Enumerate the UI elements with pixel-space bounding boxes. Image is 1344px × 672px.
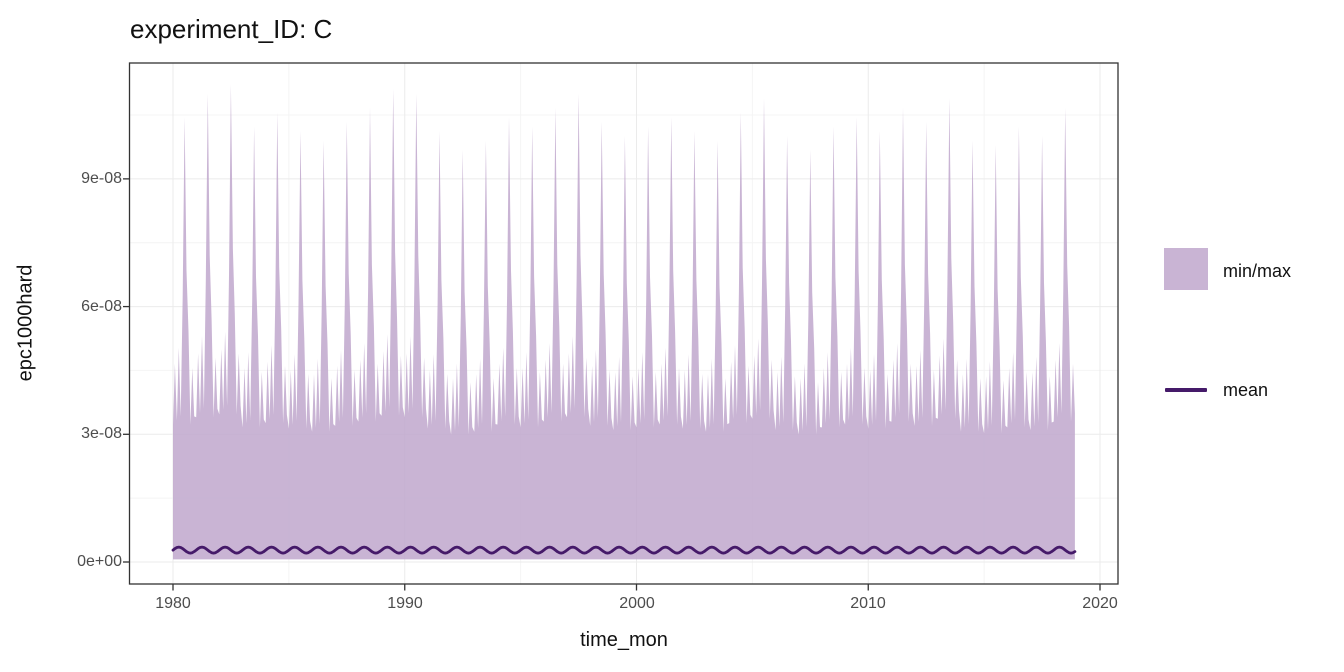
x-tick-label-4: 2020 xyxy=(1082,595,1118,612)
plot-title: experiment_ID: C xyxy=(130,14,333,44)
legend-mean-label: mean xyxy=(1223,380,1269,400)
x-tick-label-3: 2010 xyxy=(850,595,886,612)
y-tick-label-2: 6e-08 xyxy=(81,298,122,315)
x-tick-label-1: 1990 xyxy=(387,595,423,612)
y-tick-label-0: 0e+00 xyxy=(77,553,122,570)
legend-mean-line-sample xyxy=(1165,388,1207,392)
legend-minmax-swatch xyxy=(1164,248,1208,290)
x-axis-title: time_mon xyxy=(580,629,668,651)
x-tick-label-2: 2000 xyxy=(619,595,655,612)
legend-minmax-label: min/max xyxy=(1223,261,1292,281)
x-tick-label-0: 1980 xyxy=(155,595,191,612)
y-tick-label-3: 9e-08 xyxy=(81,170,122,187)
y-tick-label-1: 3e-08 xyxy=(81,425,122,442)
